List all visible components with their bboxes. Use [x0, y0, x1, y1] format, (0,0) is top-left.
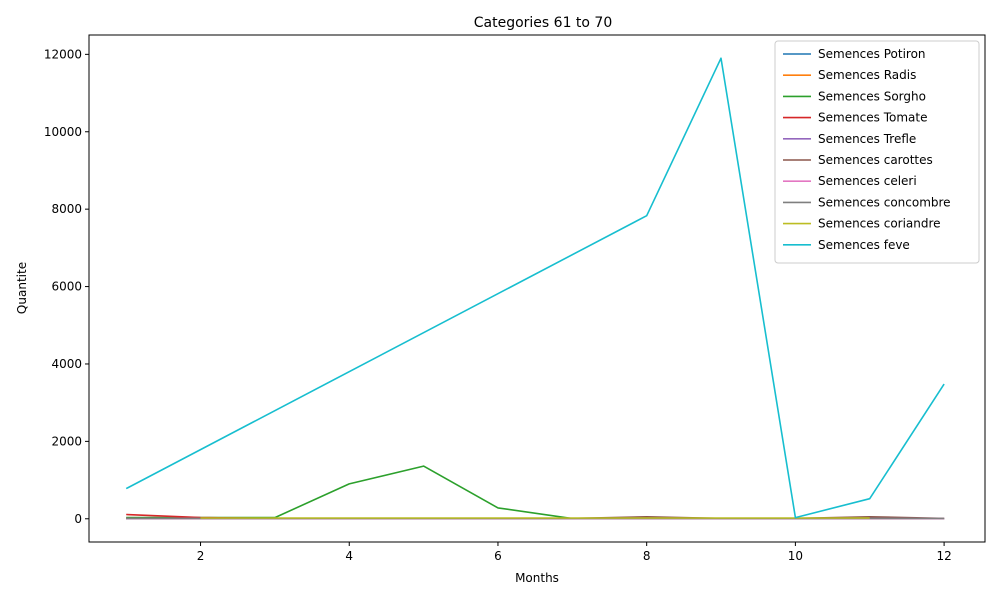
legend: Semences Potiron Semences Radis Semences S…: [774, 40, 980, 264]
series-line-10: [125, 57, 945, 519]
x-tick-label: 2: [197, 549, 205, 563]
y-tick-label: 6000: [51, 280, 82, 294]
chart-title: Categories 61 to 70: [474, 15, 613, 31]
legend-label: Semences feve: [818, 238, 910, 252]
y-tick-label: 10000: [44, 125, 82, 139]
series-layer: [125, 57, 945, 520]
legend-label: Semences Trefle: [818, 132, 916, 146]
legend-box: [774, 40, 980, 264]
x-axis-label: Months: [515, 571, 559, 585]
y-tick-label: 0: [74, 512, 82, 526]
y-tick-label: 12000: [44, 47, 82, 61]
legend-label: Semences carottes: [818, 153, 933, 167]
y-axis-label: Quantite: [15, 262, 29, 314]
legend-label: Semences Radis: [818, 68, 916, 82]
x-tick-label: 10: [788, 549, 803, 563]
legend-label: Semences Sorgho: [818, 89, 926, 103]
y-axis: 0 2000 4000 6000 8000 10000 12000: [44, 47, 89, 526]
y-tick-label: 8000: [51, 202, 82, 216]
x-tick-label: 8: [643, 549, 651, 563]
y-tick-label: 4000: [51, 357, 82, 371]
legend-label: Semences Potiron: [818, 47, 926, 61]
legend-label: Semences celeri: [818, 174, 917, 188]
x-tick-label: 4: [345, 549, 353, 563]
x-tick-label: 12: [936, 549, 951, 563]
x-axis: 2 4 6 8 10 12: [197, 542, 952, 563]
plot-frame: [88, 34, 986, 543]
legend-label: Semences coriandre: [818, 217, 941, 231]
y-tick-label: 2000: [51, 434, 82, 448]
x-tick-label: 6: [494, 549, 502, 563]
legend-label: Semences Tomate: [818, 111, 928, 125]
legend-label: Semences concombre: [818, 195, 951, 209]
